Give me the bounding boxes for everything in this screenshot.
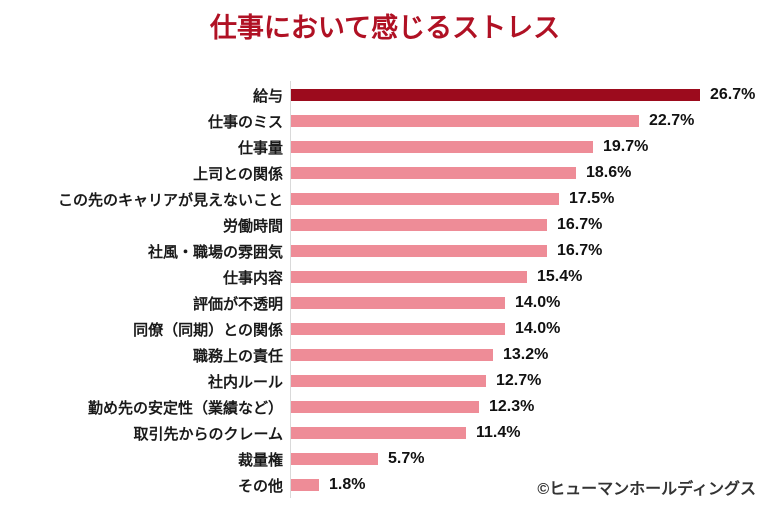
value-label: 16.7%: [557, 216, 603, 233]
bar-row: 上司との関係 18.6%: [0, 160, 770, 186]
bar: [291, 375, 486, 387]
bar: [291, 297, 505, 309]
y-axis-line: [290, 81, 291, 498]
value-label: 18.6%: [586, 164, 632, 181]
bar-track: 11.4%: [291, 424, 520, 442]
bar-row: 社内ルール 12.7%: [0, 368, 770, 394]
category-label: 社風・職場の雰囲気: [147, 243, 283, 261]
bar-track: 16.7%: [291, 216, 602, 234]
bar-track: 12.3%: [291, 398, 534, 416]
bar-track: 16.7%: [291, 242, 602, 260]
bar-track: 14.0%: [291, 294, 560, 312]
category-label: 裁量権: [237, 451, 283, 469]
bar: [291, 323, 505, 335]
value-label: 14.0%: [515, 294, 561, 311]
bar: [291, 141, 593, 153]
value-label: 12.7%: [496, 372, 542, 389]
bar-track: 5.7%: [291, 450, 424, 468]
bar: [291, 479, 319, 491]
bar: [291, 401, 479, 413]
bar-row: 評価が不透明 14.0%: [0, 290, 770, 316]
category-label: 取引先からのクレーム: [133, 425, 283, 443]
bar-row: 勤め先の安定性（業績など） 12.3%: [0, 394, 770, 420]
bar-row: 裁量権 5.7%: [0, 446, 770, 472]
value-label: 5.7%: [388, 450, 425, 467]
bar: [291, 453, 378, 465]
bar-track: 13.2%: [291, 346, 548, 364]
value-label: 15.4%: [537, 268, 583, 285]
category-label: 勤め先の安定性（業績など）: [87, 399, 283, 417]
bar-row: 労働時間 16.7%: [0, 212, 770, 238]
value-label: 22.7%: [649, 112, 695, 129]
value-label: 12.3%: [489, 398, 535, 415]
chart-title: 仕事において感じるストレス: [209, 13, 561, 43]
bar-track: 22.7%: [291, 112, 694, 130]
bar-highlighted: [291, 89, 700, 101]
bar-track: 18.6%: [291, 164, 631, 182]
bar-rows: 給与 26.7% 仕事のミス 22.7% 仕事量 19.7% 上司との関係 18.6% この先の…: [0, 82, 770, 498]
bar: [291, 271, 527, 283]
category-label: 労働時間: [222, 217, 283, 235]
bar-track: 14.0%: [291, 320, 560, 338]
category-label: 仕事のミス: [207, 113, 283, 131]
category-label: 上司との関係: [193, 165, 283, 183]
bar-row: 仕事量 19.7%: [0, 134, 770, 160]
value-label: 14.0%: [515, 320, 561, 337]
bar-track: 12.7%: [291, 372, 541, 390]
bar-track: 1.8%: [291, 476, 365, 494]
category-label: その他: [237, 477, 283, 495]
value-label: 17.5%: [569, 190, 615, 207]
bar-row: 職務上の責任 13.2%: [0, 342, 770, 368]
category-label: 職務上の責任: [192, 347, 283, 365]
bar-track: 26.7%: [291, 86, 755, 104]
bar-row: この先のキャリアが見えないこと 17.5%: [0, 186, 770, 212]
value-label: 13.2%: [503, 346, 549, 363]
bar-row: 仕事のミス 22.7%: [0, 108, 770, 134]
value-label: 19.7%: [603, 138, 649, 155]
bar: [291, 167, 576, 179]
bar: [291, 349, 493, 361]
bar: [291, 427, 466, 439]
bar-row: 社風・職場の雰囲気 16.7%: [0, 238, 770, 264]
bar-row: その他 1.8%: [0, 472, 770, 498]
bar: [291, 245, 547, 257]
copyright-text: ©ヒューマンホールディングス: [537, 481, 756, 498]
bar-track: 19.7%: [291, 138, 648, 156]
bar-track: 17.5%: [291, 190, 614, 208]
category-label: 同僚（同期）との関係: [133, 321, 283, 339]
bar: [291, 219, 547, 231]
value-label: 26.7%: [710, 86, 756, 103]
category-label: この先のキャリアが見えないこと: [57, 191, 283, 209]
bar-track: 15.4%: [291, 268, 582, 286]
category-label: 評価が不透明: [192, 295, 283, 313]
category-label: 仕事量: [237, 139, 283, 157]
bar: [291, 115, 639, 127]
bar: [291, 193, 559, 205]
category-label: 社内ルール: [207, 373, 283, 391]
value-label: 1.8%: [329, 476, 366, 493]
bar-row: 同僚（同期）との関係 14.0%: [0, 316, 770, 342]
category-label: 給与: [252, 87, 283, 105]
bar-row: 取引先からのクレーム 11.4%: [0, 420, 770, 446]
value-label: 16.7%: [557, 242, 603, 259]
bar-row: 仕事内容 15.4%: [0, 264, 770, 290]
value-label: 11.4%: [476, 424, 521, 441]
category-label: 仕事内容: [222, 269, 283, 287]
bar-row: 給与 26.7%: [0, 82, 770, 108]
